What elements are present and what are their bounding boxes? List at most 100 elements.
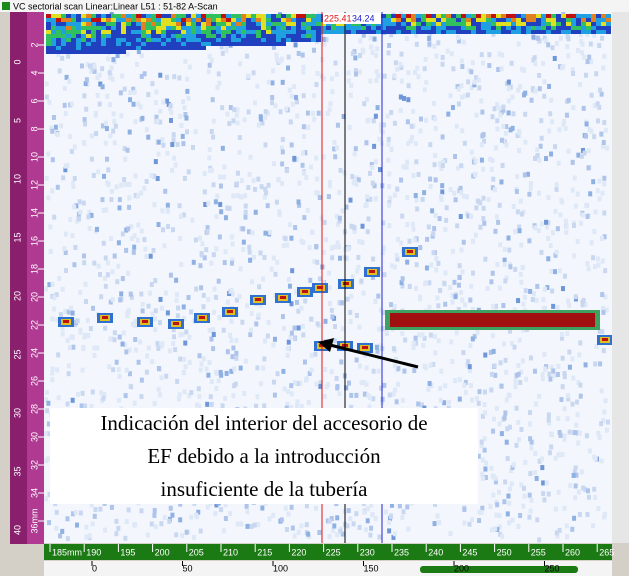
- surface-echo: [216, 18, 221, 22]
- speck: [439, 194, 443, 199]
- speck: [568, 483, 572, 488]
- speck: [600, 36, 604, 41]
- surface-echo: [301, 34, 306, 38]
- surface-echo: [396, 18, 401, 22]
- speck: [520, 212, 524, 217]
- speck: [107, 182, 111, 187]
- surface-echo: [266, 14, 271, 18]
- speck: [147, 304, 151, 309]
- speck: [596, 256, 600, 261]
- surface-echo: [286, 38, 291, 42]
- speck: [301, 69, 305, 74]
- speck: [584, 203, 588, 208]
- speck: [68, 345, 72, 350]
- speck: [219, 373, 223, 378]
- surface-echo: [231, 42, 236, 46]
- speck: [517, 148, 521, 153]
- scan-label: 0: [92, 563, 97, 573]
- speck: [156, 346, 160, 351]
- speck: [199, 367, 203, 372]
- speck: [573, 495, 577, 500]
- surface-echo: [266, 22, 271, 26]
- surface-echo: [141, 46, 146, 50]
- speck: [138, 340, 142, 345]
- speck: [478, 200, 482, 205]
- speck: [271, 68, 275, 73]
- speck: [293, 336, 297, 341]
- surface-echo: [471, 14, 476, 18]
- speck: [170, 513, 174, 518]
- surface-echo: [516, 30, 521, 34]
- speck: [418, 296, 422, 301]
- speck: [587, 266, 591, 271]
- speck: [146, 135, 150, 140]
- speck: [224, 516, 228, 521]
- speck: [454, 197, 458, 202]
- speck: [602, 181, 606, 186]
- speck: [566, 416, 570, 421]
- speck: [100, 66, 104, 71]
- speck: [576, 48, 580, 53]
- speck: [149, 254, 153, 259]
- speck: [519, 280, 523, 285]
- speck: [460, 95, 464, 100]
- speck: [523, 295, 527, 300]
- speck: [157, 366, 161, 371]
- speck: [413, 70, 417, 75]
- speck: [108, 70, 112, 75]
- speck: [266, 333, 270, 338]
- index-label: 210: [223, 547, 238, 557]
- surface-echo: [116, 50, 121, 54]
- speck: [369, 526, 373, 531]
- speck: [433, 213, 437, 218]
- speck: [512, 462, 516, 467]
- speck: [436, 303, 440, 308]
- surface-echo: [151, 18, 156, 22]
- surface-echo: [166, 22, 171, 26]
- speck: [365, 365, 369, 370]
- surface-echo: [116, 22, 121, 26]
- surface-echo: [196, 18, 201, 22]
- speck: [302, 124, 306, 129]
- surface-echo: [146, 42, 151, 46]
- surface-echo: [591, 18, 596, 22]
- surface-echo: [46, 22, 51, 26]
- speck: [455, 330, 459, 335]
- speck: [230, 354, 234, 359]
- surface-echo: [286, 18, 291, 22]
- surface-echo: [441, 30, 446, 34]
- surface-echo: [441, 14, 446, 18]
- speck: [136, 222, 140, 227]
- speck: [335, 376, 339, 381]
- speck: [551, 368, 555, 373]
- speck: [502, 499, 506, 504]
- speck: [105, 126, 109, 131]
- surface-echo: [586, 18, 591, 22]
- speck: [547, 412, 551, 417]
- speck: [411, 222, 415, 227]
- surface-echo: [76, 18, 81, 22]
- speck: [181, 99, 185, 104]
- surface-echo: [231, 22, 236, 26]
- speck: [457, 101, 461, 106]
- scrollbar[interactable]: [612, 12, 629, 543]
- speck: [140, 116, 144, 121]
- speck: [378, 167, 382, 172]
- surface-echo: [356, 26, 361, 30]
- speck: [315, 177, 319, 182]
- speck: [599, 421, 603, 426]
- surface-echo: [271, 42, 276, 46]
- speck: [394, 60, 398, 65]
- surface-echo: [211, 14, 216, 18]
- speck: [501, 163, 505, 168]
- surface-echo: [246, 18, 251, 22]
- surface-echo: [236, 26, 241, 30]
- speck: [541, 491, 545, 496]
- speck: [578, 512, 582, 517]
- speck: [231, 345, 235, 350]
- surface-echo: [366, 26, 371, 30]
- speck: [429, 263, 433, 268]
- speck: [271, 342, 275, 347]
- surface-echo: [171, 18, 176, 22]
- speck: [179, 262, 183, 267]
